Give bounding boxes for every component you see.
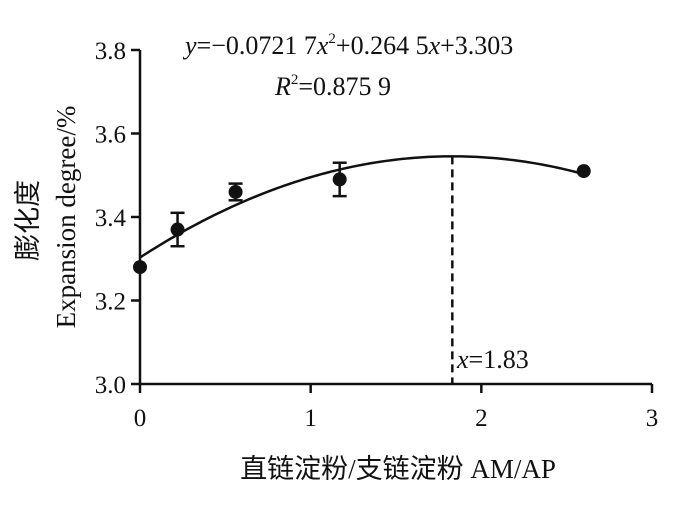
- y-axis-title-en: Expansion degree/%: [51, 106, 81, 329]
- x-tick-label: 3: [646, 405, 659, 432]
- data-point: [133, 260, 147, 275]
- y-axis-title: 膨化度 Expansion degree/%: [13, 106, 81, 329]
- data-point: [170, 222, 185, 237]
- fit-curve: [139, 155, 585, 259]
- y-axis-title-cn: 膨化度: [13, 180, 43, 261]
- equation-annotation: y=−0.0721 7x2+0.264 5x+3.303: [182, 31, 513, 60]
- optimum-label: x=1.83: [456, 345, 529, 374]
- data-point: [228, 184, 243, 199]
- data-point: [576, 164, 591, 179]
- x-ticks: 0 1 2 3: [134, 384, 659, 432]
- y-tick-label: 3.0: [95, 372, 126, 399]
- x-tick-label: 2: [475, 405, 488, 432]
- r2-annotation: R2=0.875 9: [274, 72, 391, 101]
- y-tick-label: 3.2: [95, 289, 126, 316]
- y-tick-label: 3.6: [95, 122, 126, 149]
- x-tick-label: 1: [304, 405, 317, 432]
- data-point: [332, 172, 347, 187]
- x-axis-title: 直链淀粉/支链淀粉 AM/AP: [240, 454, 556, 484]
- x-tick-label: 0: [134, 405, 147, 432]
- y-tick-label: 3.8: [95, 38, 126, 65]
- data-points: [133, 161, 591, 275]
- y-tick-label: 3.4: [95, 205, 127, 232]
- y-ticks: 3.0 3.2 3.4 3.6 3.8: [95, 38, 140, 399]
